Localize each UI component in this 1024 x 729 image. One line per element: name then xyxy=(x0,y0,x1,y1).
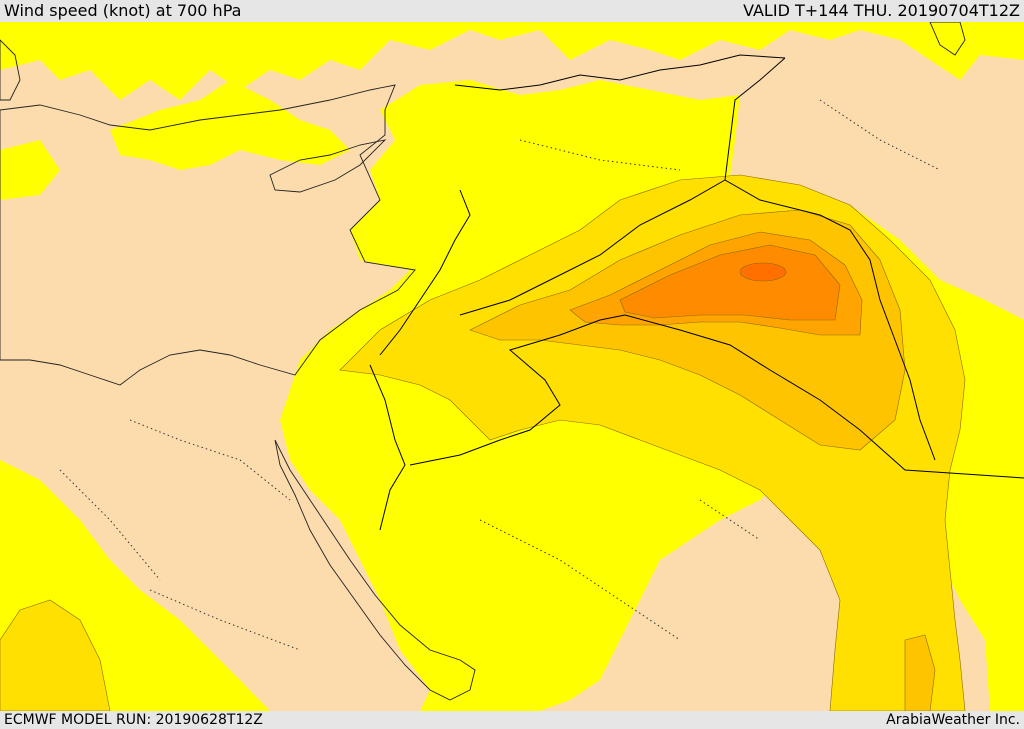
band-yellow-north xyxy=(0,22,1024,100)
band-3-south xyxy=(0,599,111,711)
valid-time: VALID T+144 THU. 20190704T12Z xyxy=(743,1,1020,20)
sea-aegean-east xyxy=(0,39,21,101)
cyprus xyxy=(269,139,387,193)
border-syria-iraq xyxy=(459,179,726,316)
border-iraq-saudi xyxy=(624,314,1024,479)
band-yellow-cyprus-west xyxy=(0,140,60,200)
border-turkey-syria xyxy=(454,54,786,91)
border-sinai xyxy=(369,364,406,531)
band-6 xyxy=(619,244,841,321)
map-header: Wind speed (knot) at 700 hPa VALID T+144… xyxy=(0,0,1024,22)
border-jordan-saudi xyxy=(409,314,626,466)
wind-speed-map xyxy=(0,22,1024,711)
sea-caspian xyxy=(929,22,966,56)
model-run: ECMWF MODEL RUN: 20190628T12Z xyxy=(4,712,263,728)
band-max xyxy=(739,262,787,282)
credit: ArabiaWeather Inc. xyxy=(886,712,1020,728)
admin-lines xyxy=(59,99,941,651)
sea-red xyxy=(274,439,476,701)
border-levant xyxy=(379,189,471,356)
band-4-south xyxy=(904,634,936,711)
band-yellow-anatolia xyxy=(110,80,350,170)
sea-mediterranean xyxy=(0,84,416,386)
map-title: Wind speed (knot) at 700 hPa xyxy=(4,1,242,20)
border-iraq-iran xyxy=(724,57,936,461)
map-footer: ECMWF MODEL RUN: 20190628T12Z ArabiaWeat… xyxy=(0,711,1024,729)
